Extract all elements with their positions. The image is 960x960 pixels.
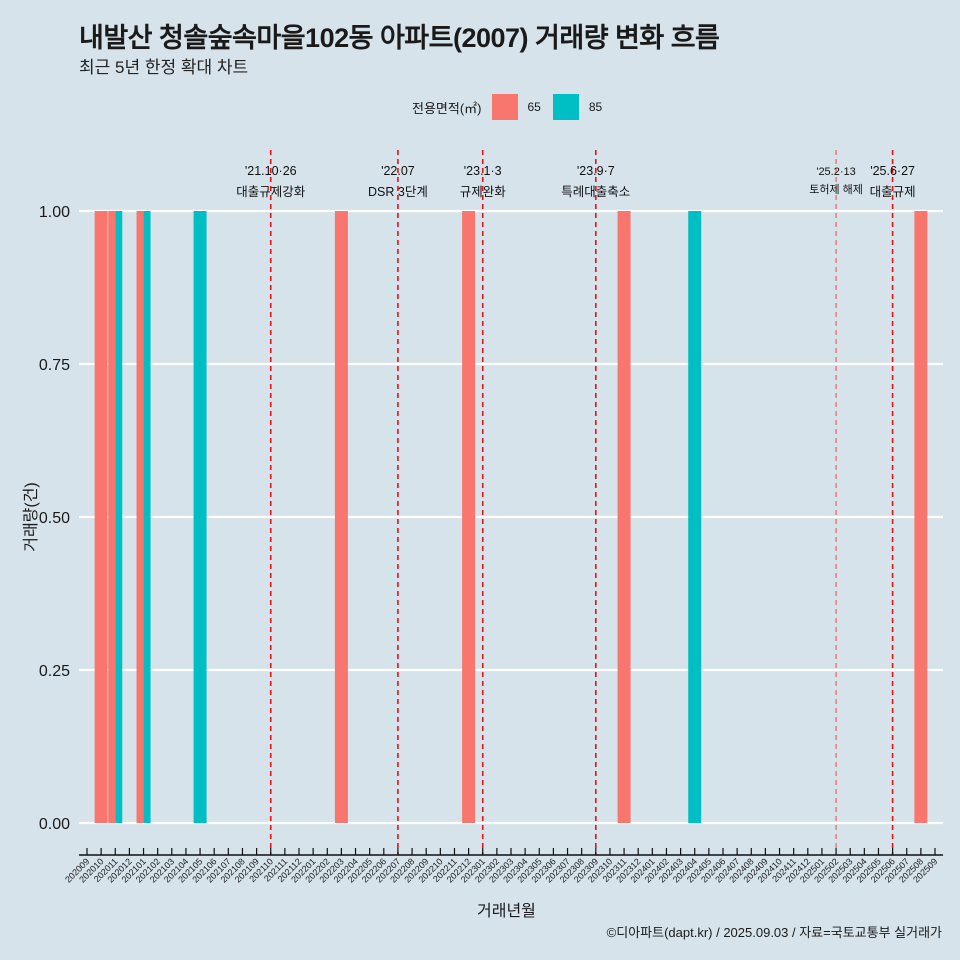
annotation-date: '22.07 bbox=[381, 164, 415, 178]
annotation-label: 규제완화 bbox=[460, 185, 507, 199]
bar-202101-65 bbox=[136, 211, 144, 823]
legend-label-65: 65 bbox=[527, 100, 541, 114]
y-axis-title: 거래량(건) bbox=[23, 482, 40, 552]
x-axis: 2020092020102020112020122021012021022021… bbox=[63, 848, 943, 885]
event-lines bbox=[269, 150, 894, 855]
y-tick-label: 1.00 bbox=[39, 204, 70, 221]
bar-202101-85 bbox=[143, 211, 151, 823]
bar-202404-85 bbox=[688, 211, 702, 823]
annotation-label: 토허제 해제 bbox=[809, 182, 863, 196]
annotation-date: '23.1·3 bbox=[464, 164, 502, 178]
annotation-date: '25.6·27 bbox=[870, 164, 915, 178]
legend-label-85: 85 bbox=[588, 100, 603, 114]
annotation-label: 대출규제 bbox=[870, 185, 916, 199]
annotation-label: 대출규제강화 bbox=[236, 185, 306, 199]
annotation-label: 특례대출축소 bbox=[561, 185, 630, 199]
y-tick-label: 0.00 bbox=[39, 816, 70, 833]
annotations: '21.10·26 대출규제강화 '22.07 DSR 3단계 '23.1·3 규제완화 '… bbox=[236, 164, 915, 199]
gridlines bbox=[79, 209, 943, 825]
y-tick-label: 0.75 bbox=[39, 357, 70, 374]
chart-subtitle: 최근 5년 한정 확대 차트 bbox=[79, 58, 249, 77]
annotation-date: '21.10·26 bbox=[245, 164, 297, 178]
legend-swatch-65 bbox=[491, 94, 518, 120]
bar-202508-65 bbox=[914, 211, 928, 823]
y-axis: 0.00 0.25 0.50 0.75 1.00 bbox=[39, 204, 70, 833]
annotation-date: '23.9·7 bbox=[577, 164, 615, 178]
x-axis-title: 거래년월 bbox=[477, 903, 536, 920]
bar-202010-65 bbox=[94, 211, 108, 823]
y-tick-label: 0.50 bbox=[39, 510, 70, 527]
bars bbox=[94, 211, 928, 823]
bar-202212-65 bbox=[462, 211, 476, 823]
legend-swatch-85 bbox=[552, 94, 579, 120]
bar-202011-65 bbox=[108, 211, 116, 823]
y-tick-label: 0.25 bbox=[39, 663, 70, 680]
bar-202105-85 bbox=[193, 211, 207, 823]
source-caption: ©디아파트(dapt.kr) / 2025.09.03 / 자료=국토교통부 실… bbox=[606, 925, 942, 940]
bar-202011-85 bbox=[115, 211, 123, 823]
legend: 전용면적(㎡) 65 85 bbox=[412, 93, 614, 121]
legend-title: 전용면적(㎡) bbox=[412, 100, 482, 116]
chart-title: 내발산 청솔숲속마을102동 아파트(2007) 거래량 변화 흐름 bbox=[79, 23, 720, 53]
annotation-date: '25.2·13 bbox=[816, 166, 855, 178]
annotation-label: DSR 3단계 bbox=[368, 185, 428, 199]
bar-202311-65 bbox=[617, 211, 631, 823]
bar-202203-65 bbox=[334, 211, 348, 823]
